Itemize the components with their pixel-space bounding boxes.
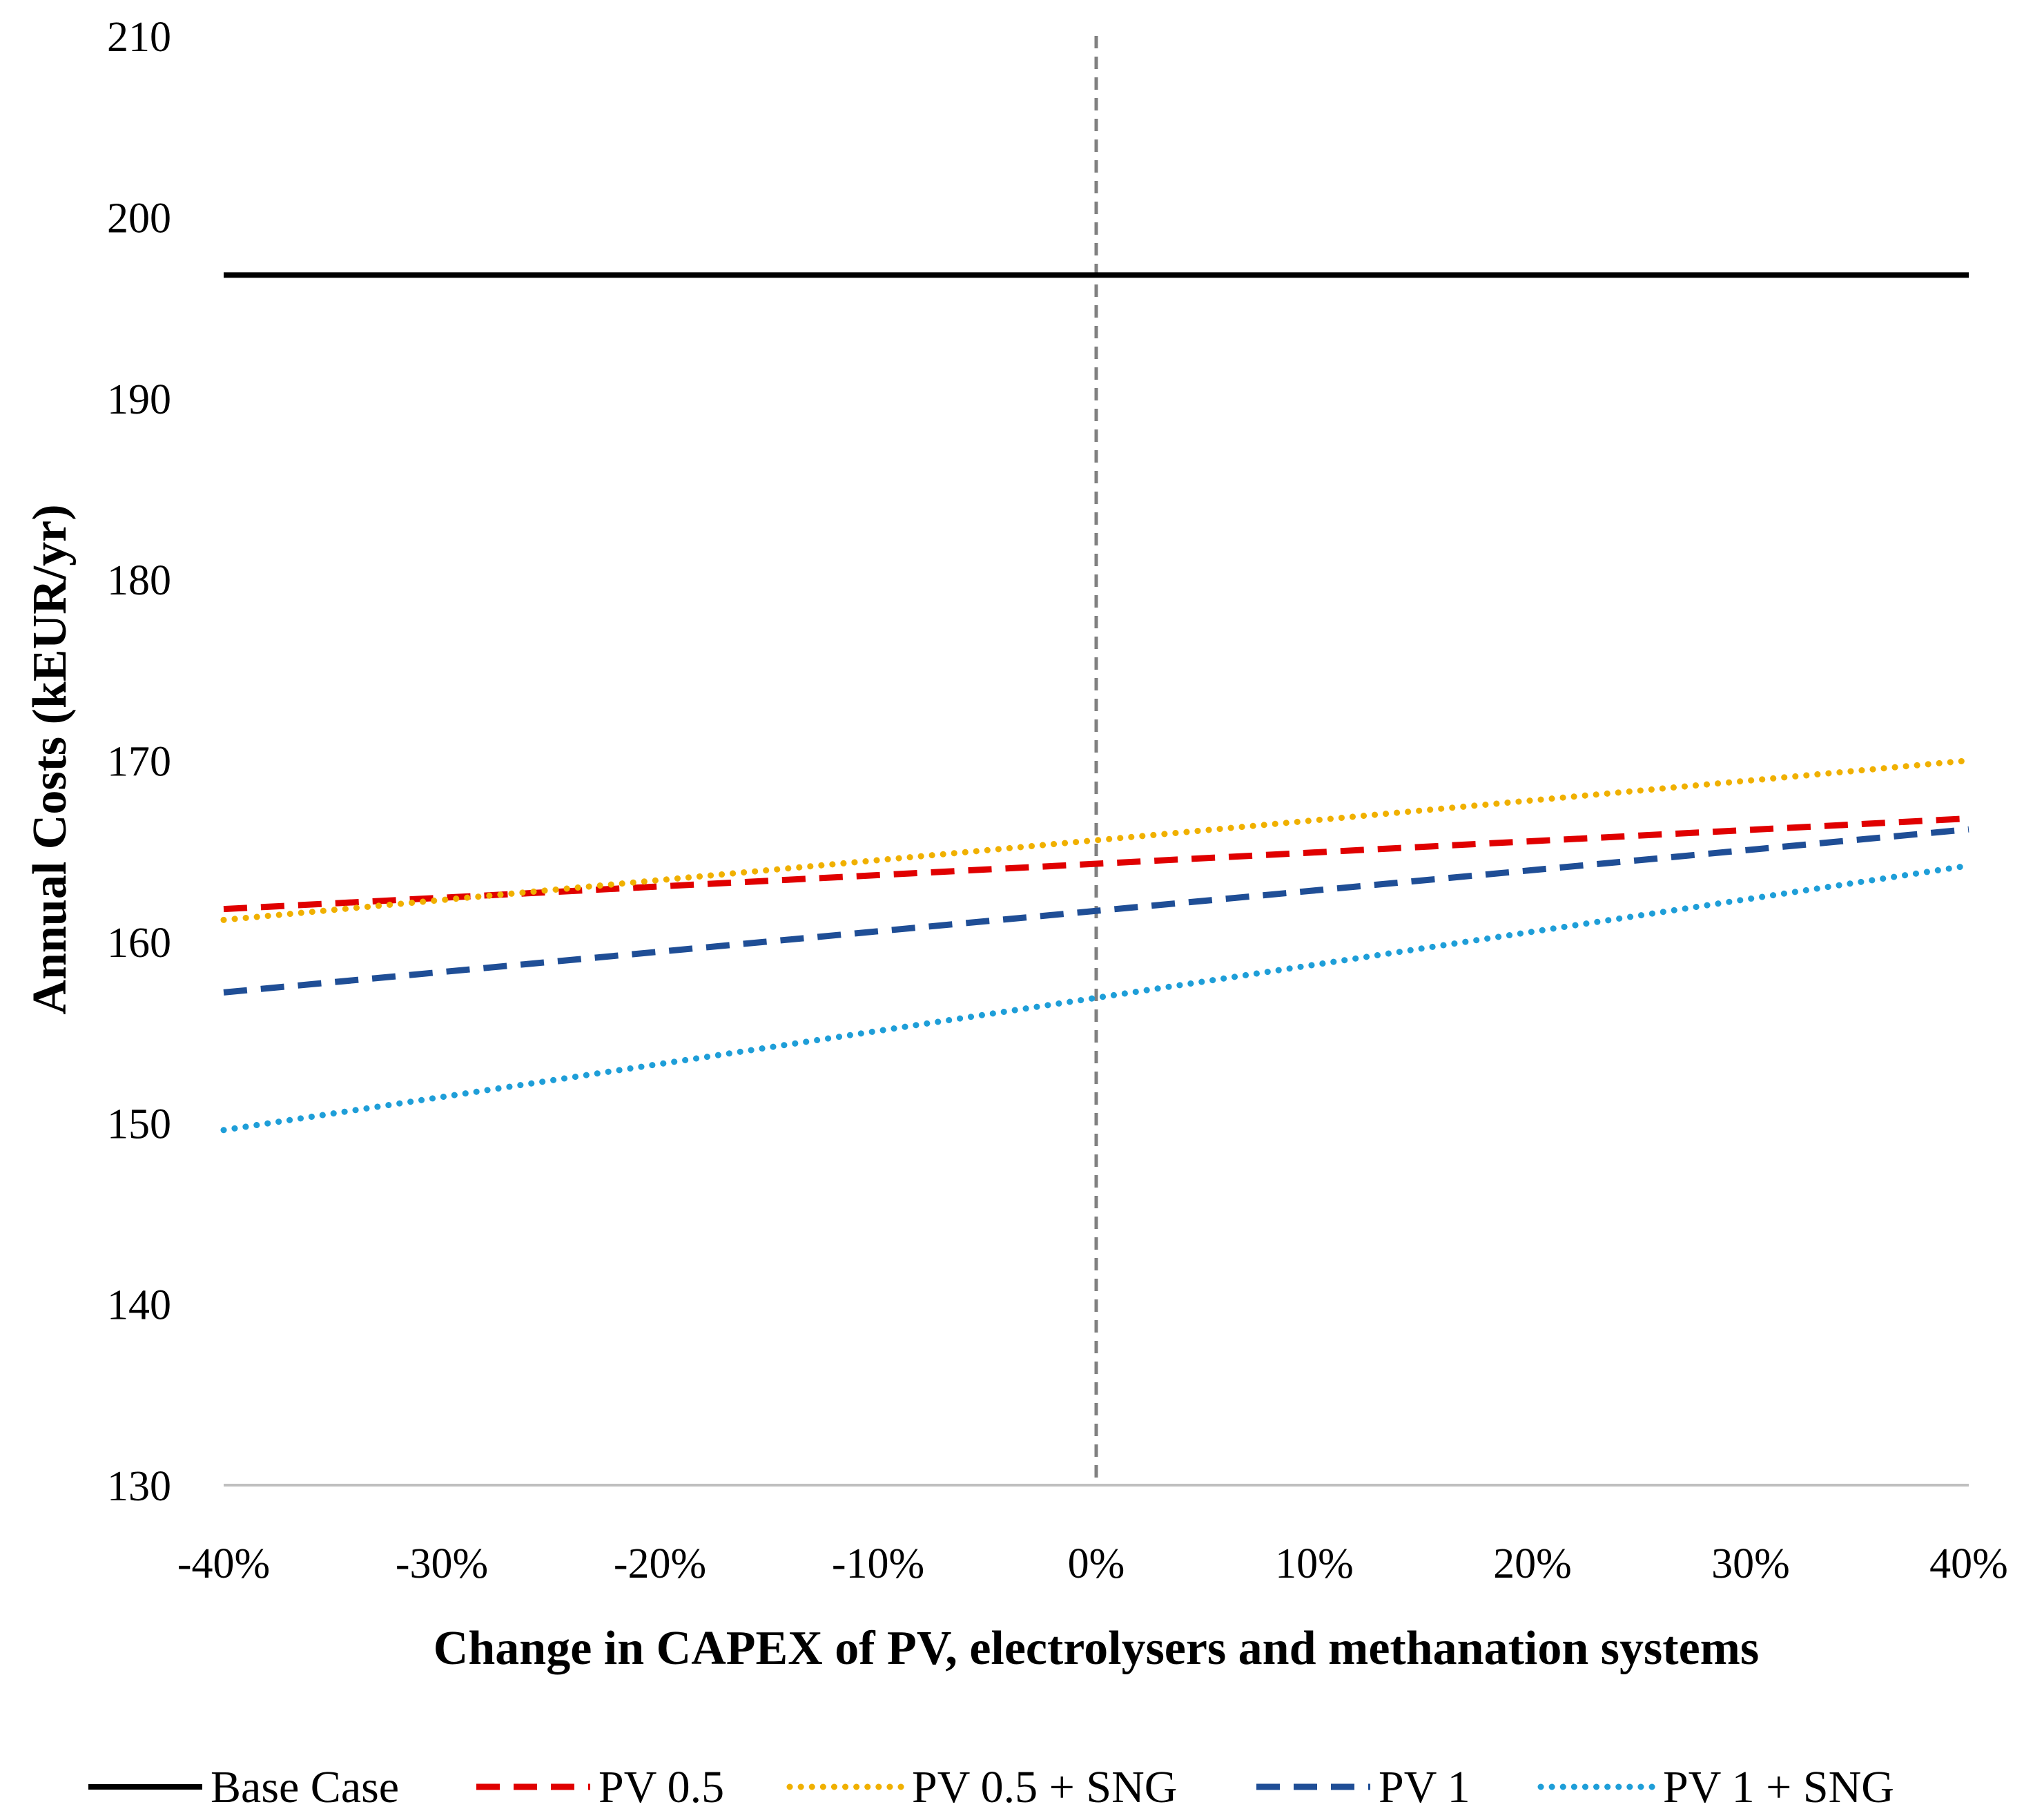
y-tick-label: 140 [107, 1282, 171, 1329]
x-tick-label: -10% [832, 1540, 924, 1587]
x-tick-label: 0% [1068, 1540, 1125, 1587]
x-axis-title: Change in CAPEX of PV, electrolysers and… [434, 1622, 1759, 1675]
series-line-pv-0-5 [223, 815, 1969, 913]
y-tick-label: 200 [107, 195, 171, 242]
x-tick-label: -20% [614, 1540, 706, 1587]
series-line-pv-0-5-sng [220, 757, 1972, 923]
x-tick-label: -30% [396, 1540, 488, 1587]
series-line-pv-1 [223, 826, 1969, 996]
x-tick-label: 40% [1929, 1540, 2008, 1587]
legend-label: PV 0.5 + SNG [912, 1762, 1177, 1812]
y-tick-label: 210 [107, 14, 171, 61]
x-tick-label: 10% [1275, 1540, 1354, 1587]
legend-label: PV 1 [1379, 1762, 1470, 1812]
legend-label: PV 1 + SNG [1663, 1762, 1894, 1812]
x-tick-label: 20% [1493, 1540, 1572, 1587]
y-tick-label: 180 [107, 557, 171, 604]
y-tick-label: 160 [107, 920, 171, 967]
y-tick-label: 130 [107, 1463, 171, 1510]
y-tick-label: 190 [107, 376, 171, 423]
legend-label: Base Case [211, 1762, 399, 1812]
y-tick-label: 170 [107, 739, 171, 786]
x-tick-label: 30% [1711, 1540, 1790, 1587]
legend-label: PV 0.5 [599, 1762, 724, 1812]
y-axis-title: Annual Costs (kEUR/yr) [23, 505, 77, 1015]
y-tick-label: 150 [107, 1101, 171, 1148]
x-tick-label: -40% [177, 1540, 270, 1587]
